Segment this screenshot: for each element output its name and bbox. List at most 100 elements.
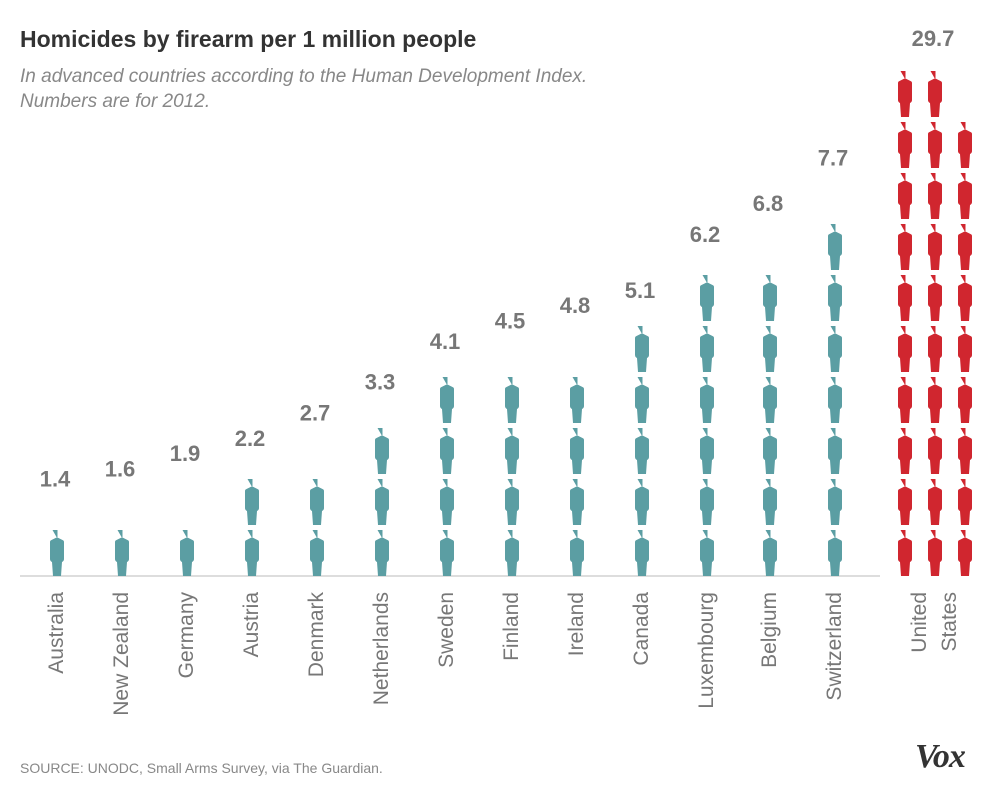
person-icon [375, 479, 389, 525]
person-icon [928, 275, 942, 321]
person-icon [310, 479, 324, 525]
category-label: United [908, 592, 931, 653]
person-icon [635, 428, 649, 474]
person-icon [635, 530, 649, 576]
person-icon [958, 326, 972, 372]
person-icon [828, 479, 842, 525]
category-label: Luxembourg [695, 592, 718, 709]
data-label: 7.7 [818, 145, 849, 170]
vox-logo: Vox [915, 738, 966, 775]
category-label: New Zealand [110, 592, 133, 716]
column-belgium [763, 224, 777, 576]
person-icon [928, 173, 942, 219]
column-united-states [958, 122, 972, 576]
person-icon [700, 428, 714, 474]
person-icon [570, 479, 584, 525]
person-icon [505, 428, 519, 474]
person-icon [635, 377, 649, 423]
person-icon [958, 479, 972, 525]
data-label: 1.6 [105, 456, 136, 481]
data-label: 2.7 [300, 400, 331, 425]
person-icon [898, 377, 912, 423]
category-label: Belgium [758, 592, 781, 668]
person-icon [505, 530, 519, 576]
person-icon [958, 428, 972, 474]
person-icon [898, 428, 912, 474]
person-icon [763, 326, 777, 372]
column-netherlands [375, 428, 389, 576]
column-canada [635, 326, 649, 576]
data-label: 4.5 [495, 309, 526, 334]
person-icon [828, 428, 842, 474]
person-icon [763, 479, 777, 525]
person-icon [700, 377, 714, 423]
category-label: Switzerland [823, 592, 846, 701]
person-icon [635, 479, 649, 525]
person-icon [928, 530, 942, 576]
column-switzerland [828, 173, 842, 576]
person-icon [898, 224, 912, 270]
person-icon [898, 479, 912, 525]
person-icon [763, 377, 777, 423]
person-icon [828, 173, 842, 219]
person-icon [928, 326, 942, 372]
person-icon [898, 122, 912, 168]
person-icon [828, 530, 842, 576]
person-icon [763, 224, 777, 270]
person-icon [245, 530, 259, 576]
column-germany [180, 479, 194, 576]
person-icon [570, 377, 584, 423]
data-label: 2.2 [235, 426, 266, 451]
chart-title: Homicides by firearm per 1 million peopl… [20, 26, 477, 52]
person-icon [898, 173, 912, 219]
person-icon [570, 530, 584, 576]
category-label: Sweden [435, 592, 458, 668]
person-icon [180, 530, 194, 576]
source-note: SOURCE: UNODC, Small Arms Survey, via Th… [20, 760, 383, 776]
person-icon [310, 530, 324, 576]
person-icon [440, 377, 454, 423]
column-united-states [928, 71, 942, 576]
category-label: Finland [500, 592, 523, 661]
data-label: 6.8 [753, 191, 784, 216]
person-icon [180, 479, 194, 525]
person-icon [700, 275, 714, 321]
person-icon [928, 479, 942, 525]
person-icon [440, 530, 454, 576]
category-label: Ireland [565, 592, 588, 656]
person-icon [928, 224, 942, 270]
person-icon [828, 377, 842, 423]
column-denmark [310, 479, 324, 576]
person-icon [763, 428, 777, 474]
person-icon [828, 224, 842, 270]
person-icon [898, 530, 912, 576]
person-icon [505, 479, 519, 525]
person-icon [440, 428, 454, 474]
category-label: Germany [175, 592, 198, 679]
category-label: Austria [240, 592, 263, 658]
person-icon [700, 530, 714, 576]
data-label: 4.1 [430, 329, 461, 354]
category-label: Australia [45, 592, 68, 674]
person-icon [440, 479, 454, 525]
category-label: Netherlands [370, 592, 393, 705]
subtitle-line: Numbers are for 2012. [20, 91, 211, 112]
person-icon [763, 275, 777, 321]
person-icon [245, 479, 259, 525]
person-icon [570, 326, 584, 372]
person-icon [958, 173, 972, 219]
person-icon [898, 71, 912, 117]
person-icon [375, 530, 389, 576]
chart-subtitle: In advanced countries according to the H… [20, 64, 720, 114]
data-label: 5.1 [625, 278, 656, 303]
person-icon [958, 377, 972, 423]
category-label: States [938, 592, 961, 652]
data-label: 1.4 [40, 467, 71, 492]
person-icon [898, 326, 912, 372]
person-icon [700, 479, 714, 525]
subtitle-line: In advanced countries according to the H… [20, 66, 588, 87]
data-label: 1.9 [170, 441, 201, 466]
person-icon [570, 428, 584, 474]
